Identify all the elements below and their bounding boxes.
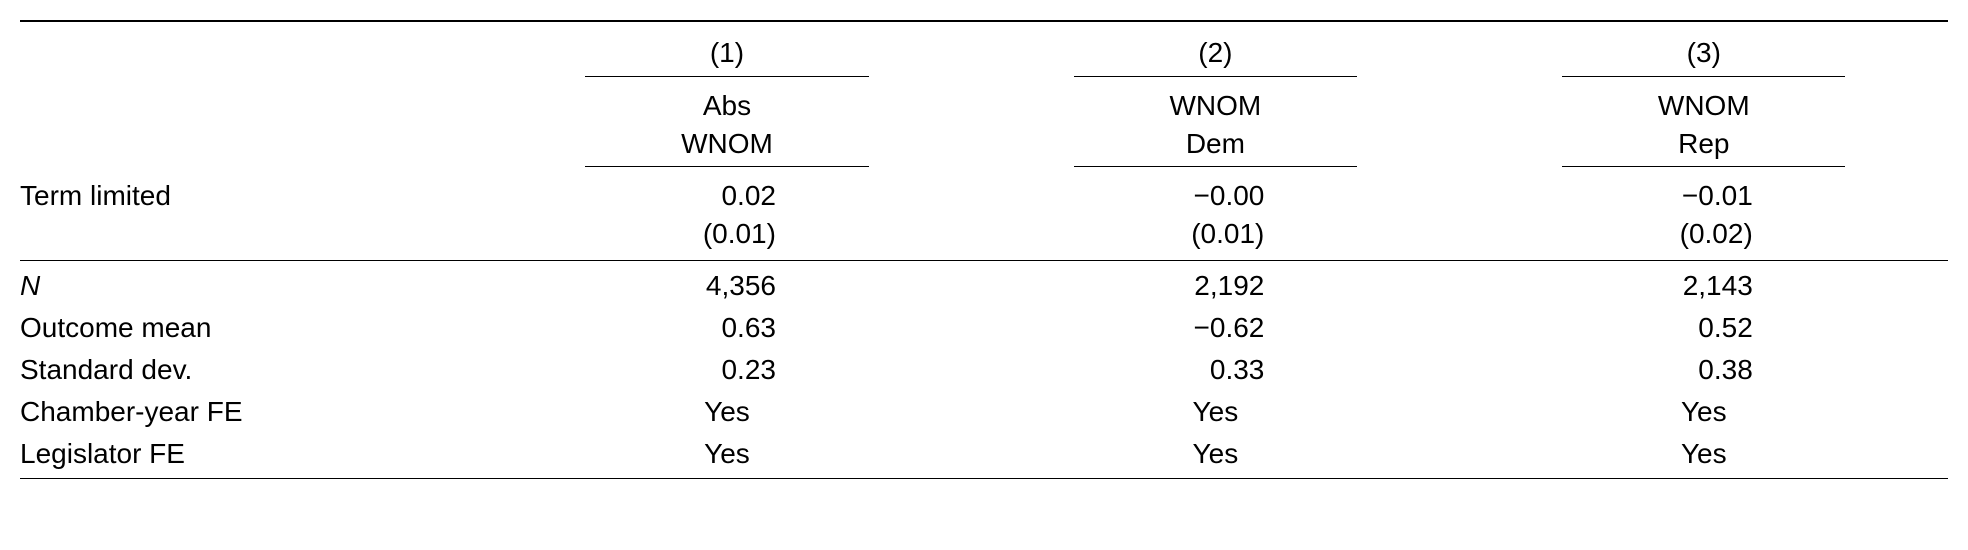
col-underline (585, 166, 868, 167)
stats-value: 2,192 (1166, 267, 1264, 305)
stats-value: 0.38 (1655, 351, 1753, 389)
stats-value: 0.63 (678, 309, 776, 347)
stats-row-chamber-year-fe: Chamber-year FE Yes Yes Yes (20, 391, 1948, 433)
col-label-line: WNOM (483, 125, 971, 163)
stats-value: Yes (704, 438, 750, 469)
stats-label: Legislator FE (20, 438, 185, 469)
stats-row-n: N 4,356 2,192 2,143 (20, 265, 1948, 307)
stats-label: Outcome mean (20, 312, 211, 343)
coef-est: 0.02 (678, 177, 776, 215)
coef-est: −0.00 (1166, 177, 1264, 215)
col-underline (1562, 166, 1845, 167)
col-number: (1) (710, 37, 744, 68)
coef-se: (0.01) (1166, 215, 1264, 253)
col-underline (1562, 76, 1845, 77)
stats-row-legislator-fe: Legislator FE Yes Yes Yes (20, 433, 1948, 475)
col-label-line: WNOM (1460, 87, 1948, 125)
stats-value: 0.52 (1655, 309, 1753, 347)
stats-label: Standard dev. (20, 354, 192, 385)
column-label-row: Abs WNOM WNOM Dem WNOM Rep (20, 85, 1948, 165)
coef-se: (0.02) (1655, 215, 1753, 253)
col-underline (1074, 76, 1357, 77)
regression-table: (1) (2) (3) Abs WNOM WNOM Dem WNOM Rep (20, 20, 1948, 479)
coef-row: Term limited 0.02 (0.01) −0.00 (0.01) −0… (20, 175, 1948, 255)
stats-row-outcome-mean: Outcome mean 0.63 −0.62 0.52 (20, 307, 1948, 349)
stats-value: −0.62 (1166, 309, 1264, 347)
col-number: (3) (1687, 37, 1721, 68)
stats-value: Yes (1193, 438, 1239, 469)
stats-value: Yes (1681, 396, 1727, 427)
col-label-line: WNOM (971, 87, 1459, 125)
col-underline (1074, 166, 1357, 167)
stats-value: Yes (704, 396, 750, 427)
stats-value: 0.23 (678, 351, 776, 389)
column-number-row: (1) (2) (3) (20, 32, 1948, 74)
col-label-line: Dem (971, 125, 1459, 163)
col-label-line: Abs (483, 87, 971, 125)
coef-label: Term limited (20, 180, 171, 211)
coef-se: (0.01) (678, 215, 776, 253)
stats-value: Yes (1193, 396, 1239, 427)
col-label-line: Rep (1460, 125, 1948, 163)
stats-label: N (20, 270, 40, 301)
col-underline (585, 76, 868, 77)
stats-value: 0.33 (1166, 351, 1264, 389)
coef-est: −0.01 (1655, 177, 1753, 215)
stats-value: Yes (1681, 438, 1727, 469)
stats-value: 4,356 (678, 267, 776, 305)
stats-value: 2,143 (1655, 267, 1753, 305)
col-number: (2) (1198, 37, 1232, 68)
stats-label: Chamber-year FE (20, 396, 243, 427)
stats-row-std-dev: Standard dev. 0.23 0.33 0.38 (20, 349, 1948, 391)
